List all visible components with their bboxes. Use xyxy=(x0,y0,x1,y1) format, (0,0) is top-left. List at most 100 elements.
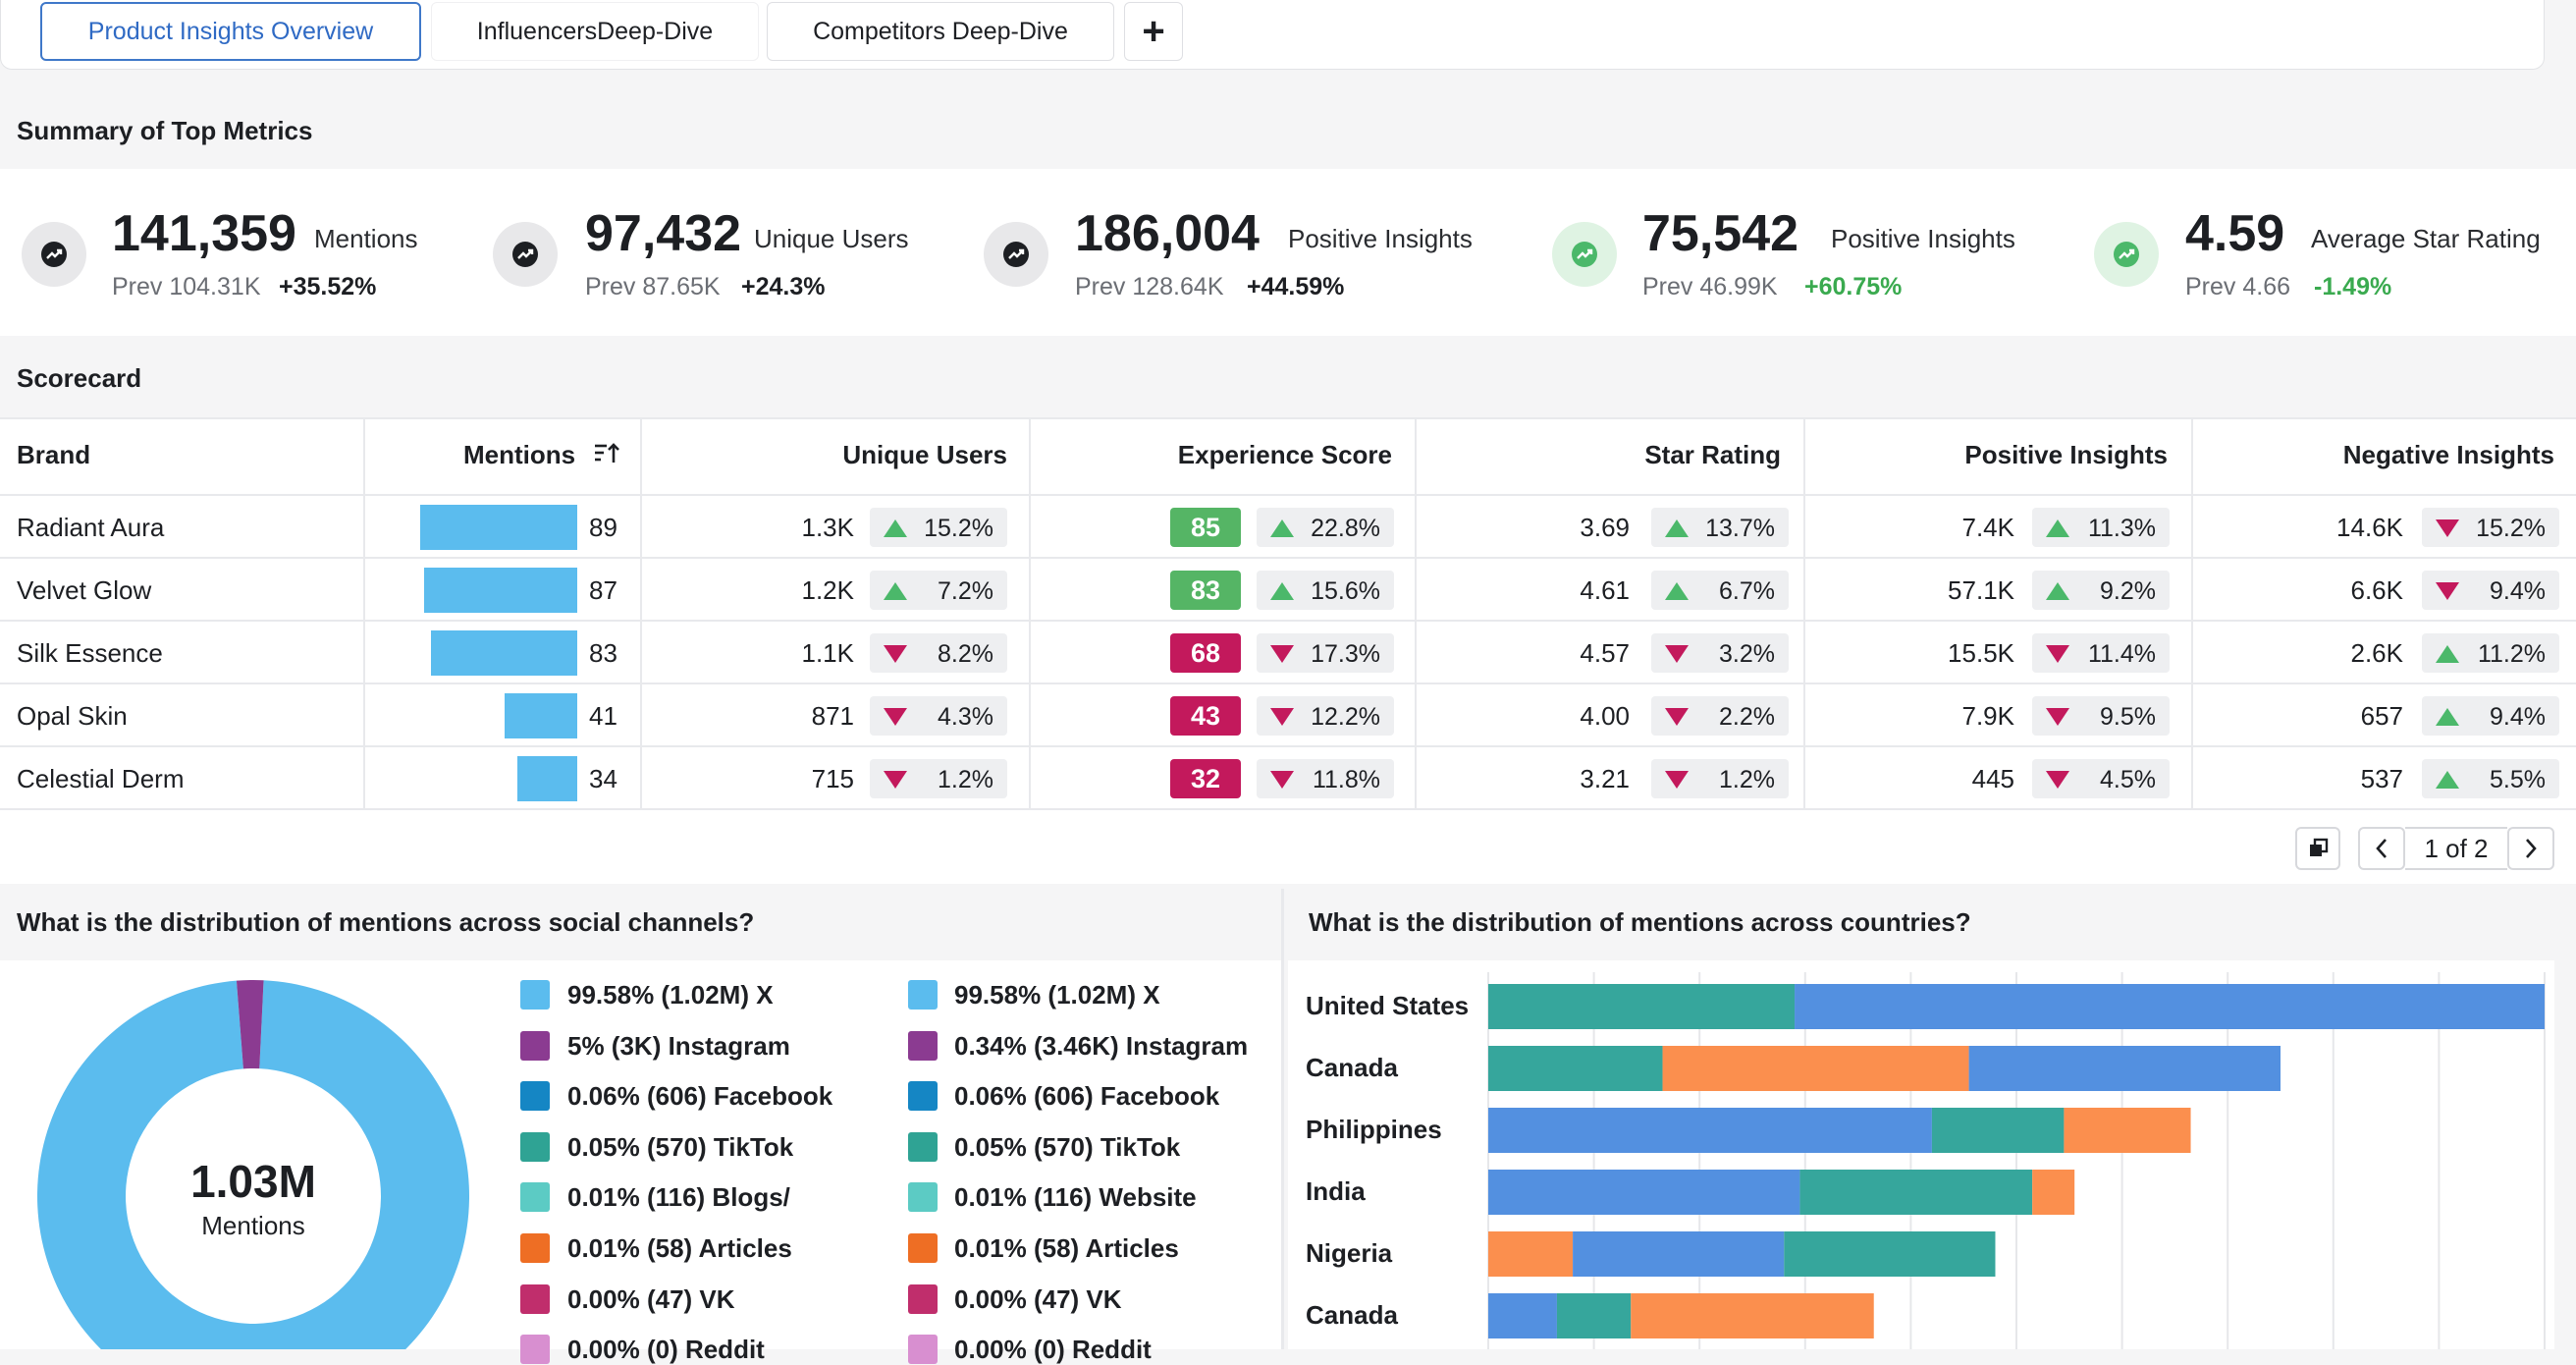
country-bar-segment[interactable] xyxy=(1795,984,2545,1029)
arrow-up-icon xyxy=(1665,519,1689,537)
trend-icon-core xyxy=(2114,242,2139,267)
prev-page-button[interactable] xyxy=(2358,827,2405,870)
metric-label: Positive Insights xyxy=(1831,224,2015,253)
legend-item[interactable]: 5% (3K) Instagram xyxy=(567,1030,790,1061)
arrow-up-icon xyxy=(2436,771,2459,789)
country-bar-segment[interactable] xyxy=(1631,1293,1874,1338)
legend-item[interactable]: 99.58% (1.02M) X xyxy=(954,980,1160,1010)
legend-swatch xyxy=(520,1030,550,1061)
country-bar-segment[interactable] xyxy=(1799,1170,2033,1215)
legend-item[interactable]: 0.05% (570) TikTok xyxy=(954,1131,1181,1162)
col-unique-users[interactable]: Unique Users xyxy=(842,440,1007,469)
legend-item[interactable]: 0.00% (0) Reddit xyxy=(567,1335,765,1365)
legend-item[interactable]: 0.00% (47) VK xyxy=(567,1283,735,1314)
country-bar-segment[interactable] xyxy=(1573,1231,1785,1277)
arrow-down-icon xyxy=(2046,708,2069,726)
metric-change: +44.59% xyxy=(1247,273,1345,300)
arrow-down-icon xyxy=(2046,645,2069,663)
metric-change: -1.49% xyxy=(2314,273,2392,300)
experience-score-badge: 83 xyxy=(1170,571,1241,610)
legend-item[interactable]: 0.01% (58) Articles xyxy=(954,1233,1179,1263)
country-bar-segment[interactable] xyxy=(1931,1108,2065,1153)
legend-item[interactable]: 0.05% (570) TikTok xyxy=(567,1131,794,1162)
divider xyxy=(0,494,2576,496)
col-positive-insights[interactable]: Positive Insights xyxy=(1964,440,2168,469)
col-mentions[interactable]: Mentions xyxy=(463,440,576,469)
tab-competitors-deep-dive[interactable]: Competitors Deep-Dive xyxy=(767,2,1114,61)
country-bar-segment[interactable] xyxy=(1488,1231,1574,1277)
experience-score-badge: 85 xyxy=(1170,508,1241,547)
metric-change: +24.3% xyxy=(741,273,826,300)
metric-label: Mentions xyxy=(314,224,418,253)
country-label: Philippines xyxy=(1306,1115,1442,1144)
legend-item[interactable]: 0.01% (58) Articles xyxy=(567,1233,792,1263)
legend-item[interactable]: 0.06% (606) Facebook xyxy=(567,1081,833,1112)
country-bar-segment[interactable] xyxy=(1488,1170,1800,1215)
country-bar-segment[interactable] xyxy=(1784,1231,1996,1277)
sort-icon[interactable] xyxy=(593,441,620,466)
col-star-rating[interactable]: Star Rating xyxy=(1644,440,1781,469)
country-bar-segment[interactable] xyxy=(1556,1293,1632,1338)
tab-product-insights-overview[interactable]: Product Insights Overview xyxy=(40,2,421,61)
unique-users-value: 1.3K xyxy=(801,513,855,542)
unique-users-value: 715 xyxy=(811,764,854,793)
arrow-down-icon xyxy=(884,771,907,789)
next-page-button[interactable] xyxy=(2507,827,2554,870)
change-value: 12.2% xyxy=(1311,703,1380,731)
donut-slice[interactable] xyxy=(37,980,469,1349)
add-tab-button[interactable]: + xyxy=(1124,2,1183,61)
legend-swatch xyxy=(520,1233,550,1263)
legend-item[interactable]: 0.06% (606) Facebook xyxy=(954,1081,1220,1112)
unique-users-value: 1.2K xyxy=(801,575,855,605)
legend-swatch xyxy=(520,980,550,1010)
country-label: India xyxy=(1306,1176,1366,1206)
row-divider xyxy=(0,620,2576,622)
arrow-down-icon xyxy=(2046,771,2069,789)
legend-item[interactable]: 99.58% (1.02M) X xyxy=(567,980,774,1010)
donut-slice[interactable] xyxy=(236,980,264,1069)
country-bar-segment[interactable] xyxy=(1968,1046,2281,1091)
brand-name: Velvet Glow xyxy=(17,575,152,605)
country-bar-segment[interactable] xyxy=(1488,1108,1932,1153)
change-chip: 7.2% xyxy=(870,571,1007,610)
positive-insights-value: 445 xyxy=(1971,764,2014,793)
trend-icon-green xyxy=(1552,222,1617,287)
change-value: 15.2% xyxy=(924,515,993,542)
col-negative-insights[interactable]: Negative Insights xyxy=(2342,440,2554,469)
row-divider xyxy=(0,808,2576,810)
change-value: 13.7% xyxy=(1705,515,1775,542)
legend-swatch xyxy=(520,1131,550,1162)
arrow-up-icon xyxy=(2436,645,2459,663)
experience-score-badge: 43 xyxy=(1170,696,1241,736)
legend-item[interactable]: 0.01% (116) Website xyxy=(954,1182,1197,1213)
export-icon xyxy=(2310,838,2329,856)
export-button[interactable] xyxy=(2295,827,2340,870)
mentions-value: 34 xyxy=(589,764,617,793)
col-divider xyxy=(1029,417,1031,810)
country-bar-segment[interactable] xyxy=(1662,1046,1969,1091)
country-bar-segment[interactable] xyxy=(2064,1108,2191,1153)
negative-insights-value: 537 xyxy=(2360,764,2403,793)
countries-title: What is the distribution of mentions acr… xyxy=(1309,907,1971,937)
change-value: 4.5% xyxy=(2100,766,2156,793)
mentions-bar xyxy=(505,693,577,738)
arrow-down-icon xyxy=(1270,771,1294,789)
legend-item[interactable]: 0.00% (47) VK xyxy=(954,1283,1122,1314)
legend-item[interactable]: 0.01% (116) Blogs/ xyxy=(567,1182,790,1213)
unique-users-value: 1.1K xyxy=(801,638,855,668)
col-brand[interactable]: Brand xyxy=(17,440,91,469)
legend-item[interactable]: 0.00% (0) Reddit xyxy=(954,1335,1152,1365)
star-rating-value: 4.61 xyxy=(1580,575,1630,605)
country-label: Canada xyxy=(1306,1053,1398,1082)
country-bar-segment[interactable] xyxy=(1488,984,1796,1029)
country-bar-segment[interactable] xyxy=(1488,1293,1557,1338)
tab-influencers-deep-dive[interactable]: InfluencersDeep-Dive xyxy=(431,2,759,61)
country-bar-segment[interactable] xyxy=(1488,1046,1663,1091)
col-experience-score[interactable]: Experience Score xyxy=(1177,440,1392,469)
change-chip: 9.4% xyxy=(2422,571,2559,610)
mentions-value: 87 xyxy=(589,575,617,605)
change-value: 11.4% xyxy=(2087,640,2156,668)
negative-insights-value: 6.6K xyxy=(2350,575,2404,605)
legend-item[interactable]: 0.34% (3.46K) Instagram xyxy=(954,1030,1249,1061)
country-bar-segment[interactable] xyxy=(2032,1170,2075,1215)
